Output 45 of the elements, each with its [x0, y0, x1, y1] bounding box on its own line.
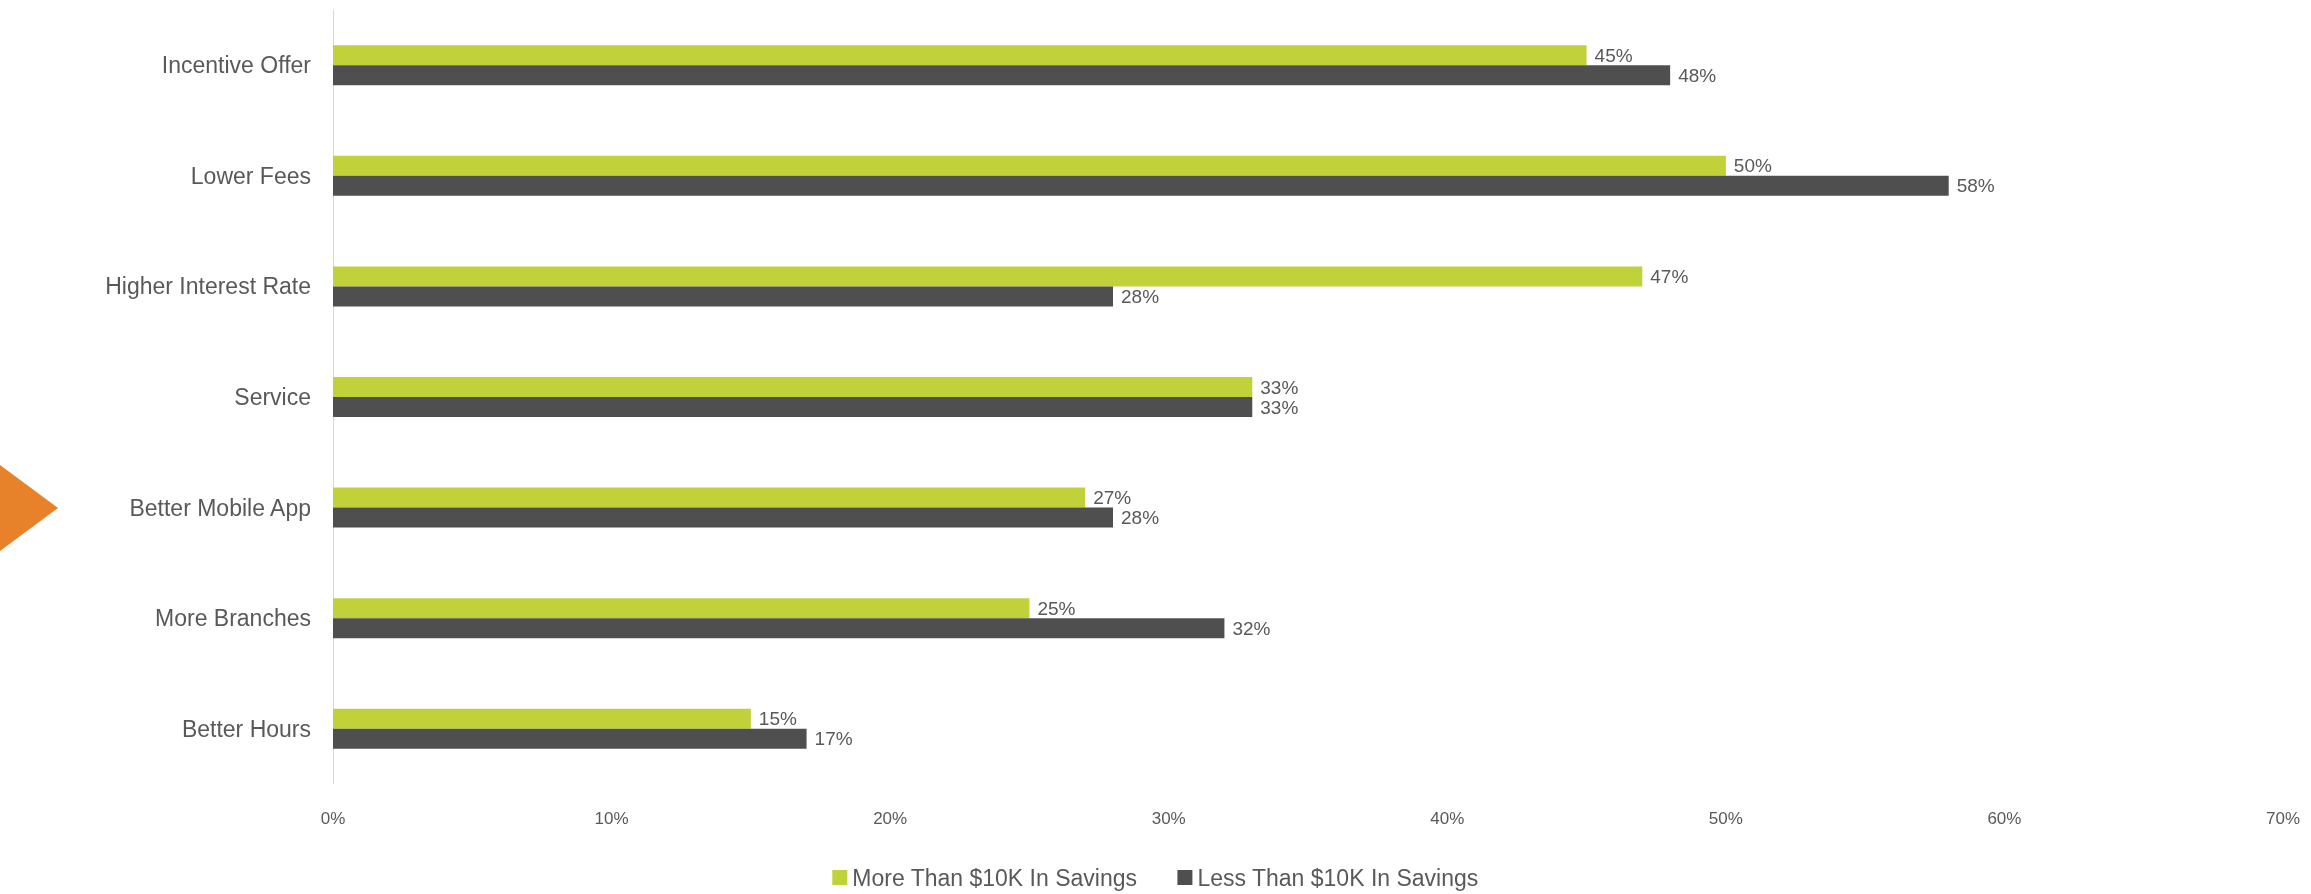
bar — [333, 618, 1225, 639]
y-tick-label: Better Hours — [181, 715, 311, 742]
bar — [333, 175, 1949, 196]
data-label: 17% — [814, 728, 853, 750]
data-label: 27% — [1093, 487, 1132, 509]
bar — [333, 155, 1726, 176]
y-tick-label: More Branches — [155, 605, 311, 632]
data-label: 45% — [1594, 44, 1633, 66]
data-label: 47% — [1650, 265, 1689, 287]
bar — [333, 266, 1643, 287]
data-label: 15% — [758, 708, 797, 730]
y-tick-label: Better Mobile App — [129, 494, 311, 521]
x-tick-label: 50% — [1708, 809, 1743, 828]
data-label: 32% — [1232, 617, 1271, 639]
bar — [333, 377, 1253, 397]
x-tick-label: 0% — [320, 809, 346, 828]
legend-label: Less Than $10K In Savings — [1197, 864, 1479, 891]
data-label: 25% — [1037, 597, 1076, 619]
data-label: 50% — [1733, 155, 1772, 177]
bar — [333, 286, 1113, 307]
data-label: 33% — [1260, 396, 1299, 418]
bar — [333, 45, 1587, 66]
x-tick-label: 40% — [1430, 809, 1465, 828]
bar — [333, 65, 1671, 86]
legend-label: More Than $10K In Savings — [852, 864, 1137, 891]
data-label: 48% — [1678, 64, 1717, 86]
bar — [333, 598, 1030, 619]
data-label: 58% — [1956, 175, 1995, 197]
y-tick-label: Service — [234, 384, 311, 410]
data-label: 33% — [1260, 376, 1299, 398]
bar — [333, 487, 1086, 508]
bar — [333, 728, 807, 749]
y-tick-label: Lower Fees — [190, 162, 311, 189]
x-tick-label: 60% — [1987, 809, 2022, 828]
data-label: 28% — [1121, 507, 1160, 529]
bar — [333, 507, 1113, 528]
bar — [333, 708, 751, 729]
data-label: 28% — [1121, 285, 1160, 307]
y-tick-label: Higher Interest Rate — [105, 273, 311, 300]
y-tick-label: Incentive Offer — [161, 52, 312, 79]
x-tick-label: 10% — [594, 809, 629, 828]
x-tick-label: 30% — [1151, 809, 1186, 828]
bar — [333, 397, 1253, 417]
x-tick-label: 70% — [2265, 809, 2301, 828]
x-tick-label: 20% — [873, 809, 908, 828]
